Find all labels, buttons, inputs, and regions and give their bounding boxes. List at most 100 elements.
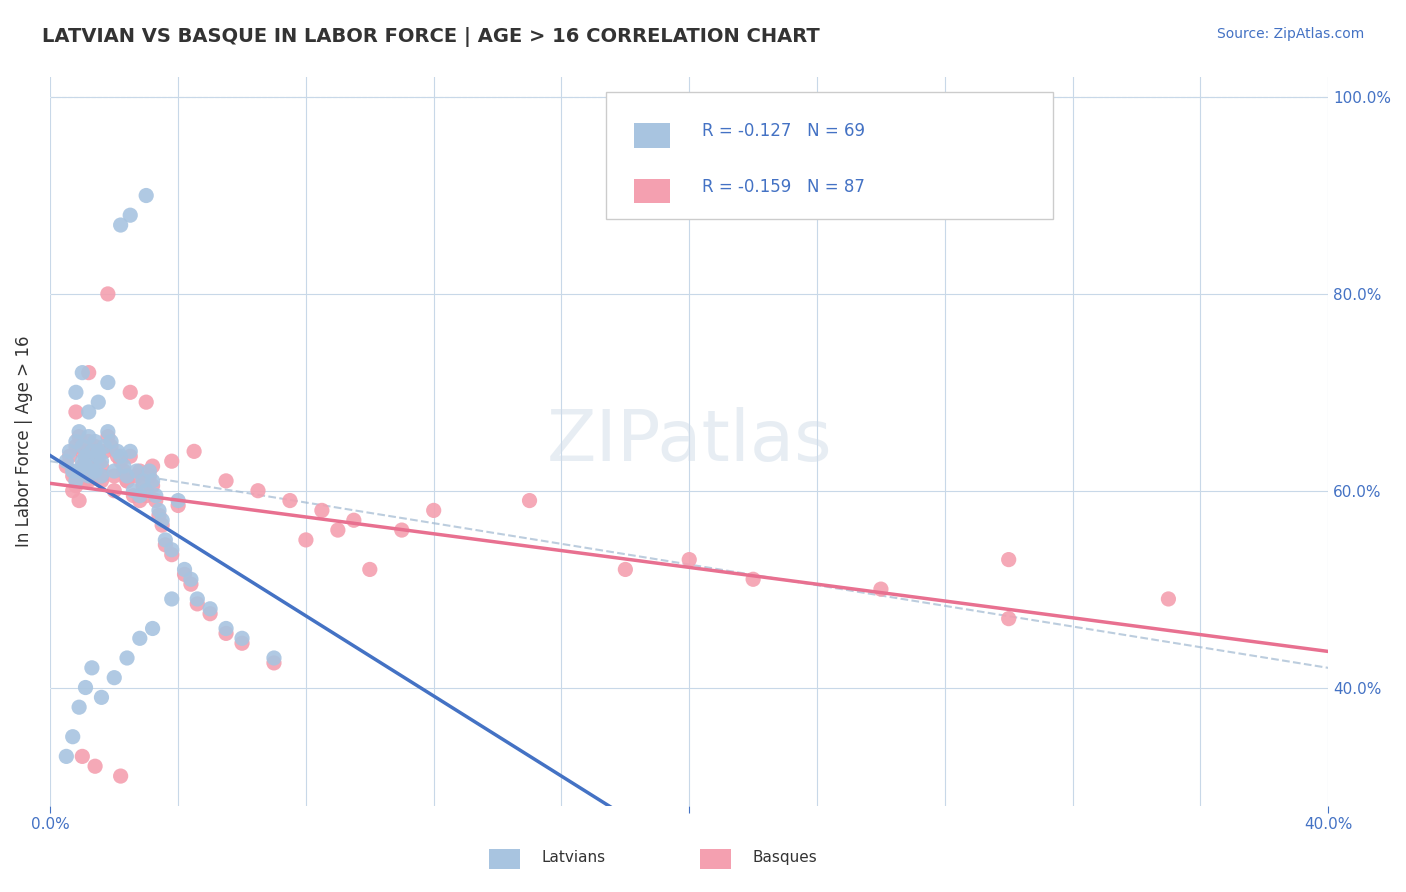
Point [58,444,80,458]
Point [110,218,132,232]
Point [115,651,138,665]
Point [519,493,541,508]
Point [215,474,238,488]
Point [198,607,221,621]
Point [231,632,253,646]
Point [112,464,135,478]
FancyBboxPatch shape [634,178,671,203]
Point [186,591,208,606]
Point [145,493,167,508]
Point [75,464,97,478]
Point [132,474,155,488]
Point [90,469,112,483]
Text: Latvians: Latvians [541,850,606,865]
Point [103,464,125,478]
Point [186,597,208,611]
Text: ZIPatlas: ZIPatlas [547,407,832,476]
Point [128,493,150,508]
Point [180,577,202,591]
Point [87,444,110,458]
Point [122,483,145,498]
Point [150,513,173,527]
Point [110,450,132,464]
Point [135,483,157,498]
Point [155,538,177,552]
Point [87,395,110,409]
Point [62,730,84,744]
Point [125,464,148,478]
Point [150,518,173,533]
Point [58,450,80,464]
Point [422,503,444,517]
Point [67,493,90,508]
Point [90,474,112,488]
Point [65,439,87,453]
Point [97,425,120,439]
Point [180,572,202,586]
Point [142,459,165,474]
Point [742,572,765,586]
FancyBboxPatch shape [606,92,1053,219]
Point [120,208,142,222]
Point [173,567,195,582]
Point [90,690,112,705]
Point [115,474,138,488]
Point [80,444,103,458]
Point [97,376,120,390]
Point [75,454,97,468]
Point [138,469,160,483]
Point [107,450,129,464]
Point [80,450,103,464]
Point [997,552,1019,566]
Point [62,469,84,483]
FancyBboxPatch shape [634,123,671,148]
Point [112,459,135,474]
Point [167,493,190,508]
Point [84,464,107,478]
Point [65,434,87,449]
Point [160,548,183,562]
Point [120,444,142,458]
Point [55,749,77,764]
Point [93,439,115,453]
Point [614,562,637,576]
Point [231,636,253,650]
Text: Source: ZipAtlas.com: Source: ZipAtlas.com [1216,27,1364,41]
Point [145,489,167,503]
Point [103,483,125,498]
Point [72,444,94,458]
Point [87,450,110,464]
Point [125,469,148,483]
Point [120,385,142,400]
Point [128,489,150,503]
Point [87,450,110,464]
Point [343,513,366,527]
Point [67,429,90,443]
Point [100,434,122,449]
Point [115,474,138,488]
Point [103,469,125,483]
Point [120,450,142,464]
Point [135,188,157,202]
Point [215,626,238,640]
Point [72,459,94,474]
Point [110,454,132,468]
Point [84,469,107,483]
Point [75,681,97,695]
Point [167,499,190,513]
Point [62,483,84,498]
Point [142,622,165,636]
Point [135,489,157,503]
Y-axis label: In Labor Force | Age > 16: In Labor Force | Age > 16 [15,335,32,548]
Point [77,474,100,488]
Point [65,479,87,493]
Point [77,366,100,380]
Point [103,671,125,685]
Point [122,489,145,503]
Point [90,454,112,468]
Point [72,366,94,380]
Point [67,469,90,483]
Point [97,429,120,443]
Point [1157,591,1180,606]
Text: R = -0.159   N = 87: R = -0.159 N = 87 [702,178,865,196]
